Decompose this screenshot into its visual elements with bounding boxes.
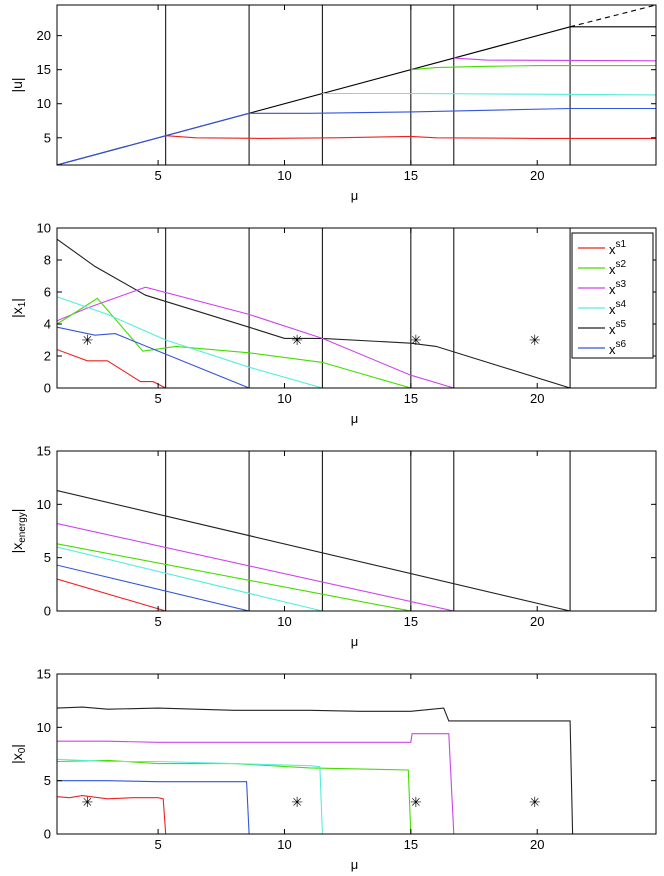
x-tick-label: 15 (404, 168, 418, 183)
plot-area (57, 228, 656, 388)
x-tick-label: 10 (277, 168, 291, 183)
y-tick-label: 5 (44, 550, 51, 565)
star-marker-3: ✳ (410, 795, 422, 811)
x-tick-label: 5 (154, 837, 161, 852)
x-tick-label: 20 (530, 837, 544, 852)
y-tick-label: 15 (37, 62, 51, 77)
series-x1-s4 (57, 296, 656, 388)
series-x1-s6 (57, 326, 656, 388)
y-tick-label: 5 (44, 130, 51, 145)
x-axis-label: μ (351, 857, 359, 872)
star-marker-3: ✳ (410, 333, 422, 349)
x-tick-label: 5 (154, 168, 161, 183)
y-tick-label: 4 (44, 317, 51, 332)
series-u-s6 (57, 107, 656, 165)
star-marker-2: ✳ (291, 795, 303, 811)
axes-box (56, 227, 657, 389)
series-xe-s3 (57, 522, 656, 611)
legend-box (571, 232, 654, 359)
x-tick-label: 20 (530, 614, 544, 629)
axes-box (56, 673, 657, 835)
star-marker-2: ✳ (291, 333, 303, 349)
series-xe-s5 (57, 489, 656, 611)
y-tick-label: 8 (44, 253, 51, 268)
x-axis-label: μ (351, 188, 359, 203)
star-marker-1: ✳ (81, 795, 93, 811)
x-axis-label: μ (351, 411, 359, 426)
legend-label-s4: xs4 (609, 299, 627, 317)
x-tick-label: 15 (404, 837, 418, 852)
star-marker-4: ✳ (529, 333, 541, 349)
x-tick-label: 15 (404, 614, 418, 629)
legend-label-s5: xs5 (609, 319, 627, 337)
series-u-s2 (410, 65, 656, 71)
subplot-2: ✳ ✳ ✳ ✳5 10 15 200246810μ|x1|xs1xs2xs3xs4xs5xs… (9, 221, 657, 426)
axes-box (56, 4, 657, 166)
y-tick-label: 10 (37, 221, 51, 236)
x-tick-label: 15 (404, 391, 418, 406)
y-tick-label: 15 (37, 667, 51, 682)
series-x0-s5 (57, 706, 656, 834)
legend: xs1 xs2 xs3 xs4 xs5 xs6 (571, 232, 654, 359)
y-tick-label: 10 (37, 96, 51, 111)
series-x1-s2 (57, 297, 656, 388)
x-tick-label: 20 (530, 391, 544, 406)
x-tick-label: 10 (277, 837, 291, 852)
star-marker-1: ✳ (81, 333, 93, 349)
x-tick-label: 10 (277, 614, 291, 629)
legend-label-s1: xs1 (609, 239, 627, 257)
series-x1-s1 (57, 349, 656, 388)
series-x0-s2 (57, 759, 656, 834)
y-tick-label: 2 (44, 349, 51, 364)
series-xe-s1 (57, 578, 656, 611)
y-axis-label: |u| (9, 77, 25, 92)
y-tick-label: 5 (44, 773, 51, 788)
y-tick-label: 20 (37, 28, 51, 43)
series-u-s1 (165, 135, 656, 139)
star-marker-4: ✳ (529, 795, 541, 811)
subplot-4: ✳ ✳ ✳ ✳ 5 10 15 20 0 5 10 15 μ |x0| (9, 667, 657, 872)
subplot-3: 5 10 15 20 0 5 10 15 μ |xenergy| (9, 444, 657, 649)
series-x0-s4 (57, 758, 656, 834)
plot-area (57, 706, 656, 834)
series-x0-s3 (57, 733, 656, 834)
y-axis-label: |x0| (9, 744, 28, 764)
legend-label-s6: xs6 (609, 339, 627, 357)
legend-label-s3: xs3 (609, 279, 627, 297)
series-u-ref-dashed (569, 5, 656, 28)
plot-area (57, 5, 656, 165)
series-x1-s3 (57, 286, 656, 388)
y-axis-label: |xenergy| (9, 509, 28, 554)
plot-area (57, 451, 656, 611)
y-axis-label: |x1| (9, 298, 28, 318)
series-xe-s6 (57, 564, 656, 611)
series-xe-s4 (57, 546, 656, 611)
series-x1-s5 (57, 238, 656, 388)
y-tick-label: 6 (44, 285, 51, 300)
y-tick-label: 0 (44, 827, 51, 842)
series-u-s4 (322, 92, 656, 96)
series-x0-s1 (57, 795, 656, 834)
y-tick-label: 15 (37, 444, 51, 459)
y-tick-label: 0 (44, 381, 51, 396)
x-tick-label: 10 (277, 391, 291, 406)
series-xe-s2 (57, 543, 656, 611)
legend-label-s2: xs2 (609, 259, 627, 277)
series-x0-s6 (57, 780, 656, 834)
axes-box (56, 450, 657, 612)
subplot-1: 5 10 15 20 5 10 15 20 μ |u| (9, 4, 657, 203)
x-tick-label: 20 (530, 168, 544, 183)
x-axis-label: μ (351, 634, 359, 649)
y-tick-label: 10 (37, 720, 51, 735)
y-tick-label: 0 (44, 604, 51, 619)
x-tick-label: 5 (154, 391, 161, 406)
y-tick-label: 10 (37, 497, 51, 512)
x-tick-label: 5 (154, 614, 161, 629)
series-u-s3 (453, 57, 656, 62)
